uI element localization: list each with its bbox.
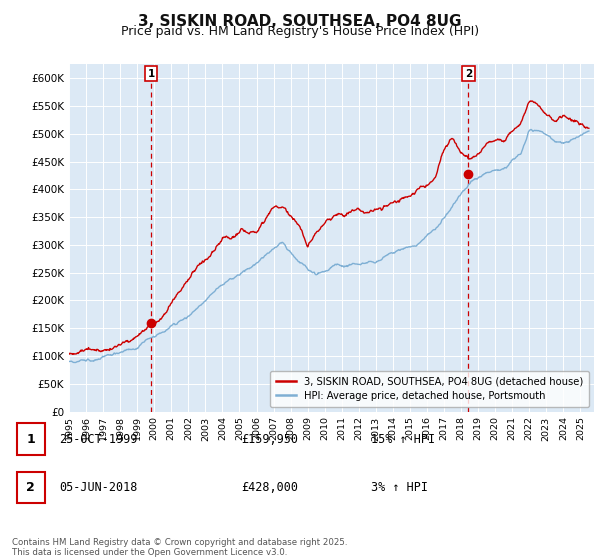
Text: 25-OCT-1999: 25-OCT-1999: [59, 432, 137, 446]
FancyBboxPatch shape: [17, 423, 45, 455]
Text: 1: 1: [26, 432, 35, 446]
FancyBboxPatch shape: [17, 472, 45, 503]
Text: 3% ↑ HPI: 3% ↑ HPI: [371, 481, 428, 494]
Text: Contains HM Land Registry data © Crown copyright and database right 2025.
This d: Contains HM Land Registry data © Crown c…: [12, 538, 347, 557]
Text: Price paid vs. HM Land Registry's House Price Index (HPI): Price paid vs. HM Land Registry's House …: [121, 25, 479, 38]
Text: 2: 2: [26, 481, 35, 494]
Text: 15% ↑ HPI: 15% ↑ HPI: [371, 432, 434, 446]
Text: 3, SISKIN ROAD, SOUTHSEA, PO4 8UG: 3, SISKIN ROAD, SOUTHSEA, PO4 8UG: [138, 14, 462, 29]
Text: 05-JUN-2018: 05-JUN-2018: [59, 481, 137, 494]
Text: 1: 1: [148, 69, 155, 79]
Text: £159,950: £159,950: [241, 432, 298, 446]
Text: £428,000: £428,000: [241, 481, 298, 494]
Text: 2: 2: [465, 69, 472, 79]
Legend: 3, SISKIN ROAD, SOUTHSEA, PO4 8UG (detached house), HPI: Average price, detached: 3, SISKIN ROAD, SOUTHSEA, PO4 8UG (detac…: [270, 371, 589, 407]
